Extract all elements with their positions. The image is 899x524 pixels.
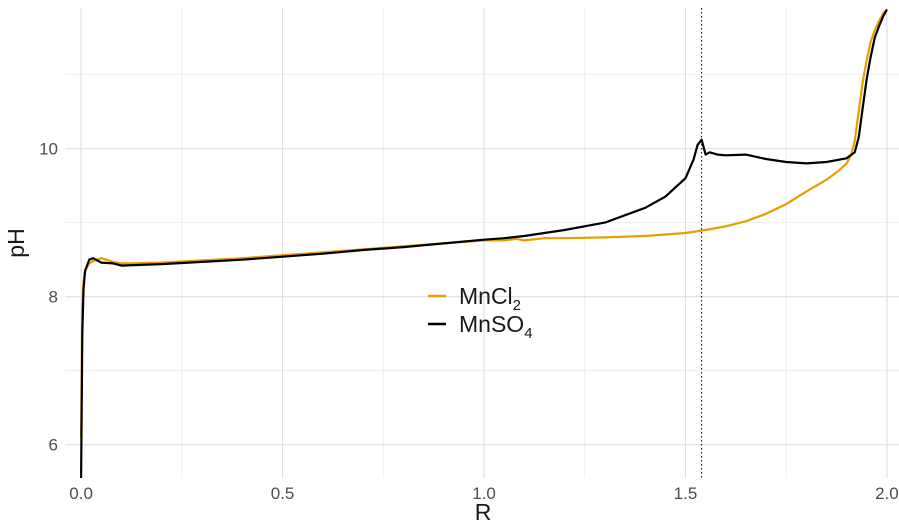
y-tick-label: 6	[49, 436, 58, 455]
legend-label-mnso4-base: MnSO	[459, 311, 524, 337]
y-tick-label: 8	[49, 288, 58, 307]
x-tick-label: 1.0	[472, 484, 496, 503]
y-axis-title: pH	[3, 228, 29, 257]
x-tick-label: 0.0	[69, 484, 93, 503]
legend-label-mncl2: MnCl2	[459, 283, 521, 314]
x-axis-tick-labels: 0.0 0.5 1.0 1.5 2.0	[69, 484, 898, 503]
x-tick-label: 2.0	[875, 484, 899, 503]
minor-gridlines	[65, 8, 899, 478]
series-line-mnso4	[80, 8, 888, 479]
x-tick-label: 0.5	[271, 484, 295, 503]
x-axis-title: R	[475, 499, 492, 524]
y-axis-tick-labels: 6 8 10	[39, 140, 58, 455]
legend-label-mncl2-base: MnCl	[459, 283, 513, 309]
series-layer	[80, 8, 888, 479]
y-tick-label: 10	[39, 140, 58, 159]
legend: MnCl2 MnSO4	[428, 283, 533, 342]
legend-label-mnso4-subscript: 4	[524, 325, 532, 342]
legend-label-mnso4: MnSO4	[459, 311, 533, 342]
series-line-mncl2	[80, 8, 888, 438]
legend-label-mncl2-subscript: 2	[513, 297, 521, 314]
x-tick-label: 1.5	[674, 484, 698, 503]
major-gridlines	[65, 8, 899, 478]
